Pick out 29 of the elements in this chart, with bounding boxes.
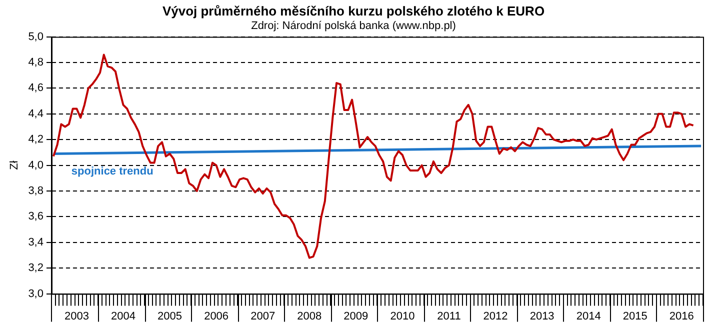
- y-tick-label: 4,6: [28, 82, 44, 94]
- y-tick-label: 3,4: [28, 236, 44, 248]
- x-tick-label: 2011: [437, 310, 461, 322]
- y-tick-label: 4,4: [28, 108, 44, 120]
- y-tick-label: 3,2: [28, 262, 44, 274]
- x-tick-label: 2013: [530, 310, 554, 322]
- x-tick-label: 2006: [204, 310, 229, 322]
- x-tick-label: 2004: [110, 310, 136, 322]
- x-tick-label: 2009: [344, 310, 368, 322]
- x-tick-label: 2015: [622, 310, 648, 322]
- y-tick-label: 3,8: [28, 185, 44, 198]
- chart-title: Vývoj průměrného měsíčního kurzu polského zlotého k EURO: [162, 3, 545, 18]
- x-tick-label: 2016: [669, 310, 694, 322]
- y-tick-label: 4,2: [28, 134, 44, 146]
- y-tick-label: 5,0: [28, 30, 44, 43]
- y-tick-label: 4,0: [28, 159, 44, 172]
- x-tick-label: 2012: [483, 310, 508, 322]
- x-tick-label: 2003: [64, 310, 89, 322]
- x-tick-label: 2014: [576, 310, 601, 322]
- x-tick-label: 2008: [297, 310, 322, 322]
- y-axis-title: Zł: [8, 160, 21, 170]
- y-tick-label: 4,8: [28, 56, 44, 69]
- x-tick-label: 2007: [250, 310, 276, 322]
- x-tick-label: 2010: [390, 310, 415, 322]
- y-tick-label: 3,6: [28, 210, 44, 223]
- y-tick-label: 3,0: [28, 288, 44, 300]
- series-label: spojnice trendu: [71, 165, 154, 178]
- chart-subtitle: Zdroj: Národní polská banka (www.nbp.pl): [251, 20, 456, 32]
- x-tick-label: 2005: [158, 310, 182, 322]
